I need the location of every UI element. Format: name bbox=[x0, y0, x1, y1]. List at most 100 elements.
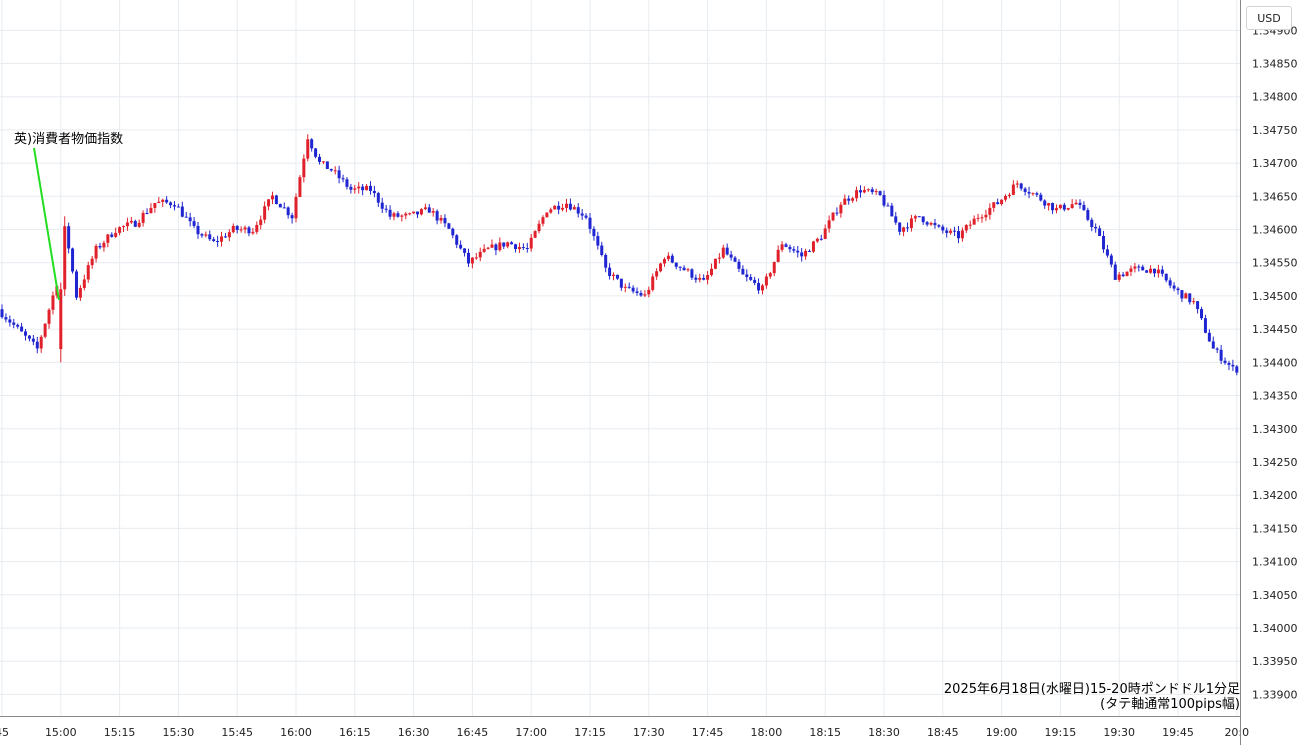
candle-body bbox=[1098, 228, 1102, 237]
x-tick-label: 19:00 bbox=[986, 726, 1018, 739]
candle-body bbox=[82, 279, 86, 288]
candle-body bbox=[921, 216, 925, 223]
candle-body bbox=[1027, 191, 1031, 194]
candle-body bbox=[478, 251, 482, 258]
candle-body bbox=[1102, 236, 1106, 250]
candle-body bbox=[984, 214, 988, 218]
candle-body bbox=[890, 205, 894, 217]
candle-body bbox=[1176, 288, 1180, 291]
candle-body bbox=[314, 148, 318, 157]
candle-body bbox=[808, 250, 812, 252]
y-tick-label: 1.34400 bbox=[1252, 356, 1298, 369]
y-tick-label: 1.34250 bbox=[1252, 456, 1298, 469]
candle-body bbox=[474, 257, 478, 259]
candle-body bbox=[220, 236, 224, 242]
candle-body bbox=[953, 230, 957, 232]
candle-body bbox=[388, 209, 392, 217]
candle-body bbox=[1223, 360, 1227, 363]
candle-body bbox=[98, 245, 102, 248]
candle-body bbox=[1200, 309, 1204, 319]
candle-body bbox=[1062, 204, 1066, 210]
candle-body bbox=[192, 221, 196, 226]
candle-body bbox=[1023, 188, 1027, 192]
candle-body bbox=[1121, 274, 1125, 277]
candle-body bbox=[788, 246, 792, 250]
candle-body bbox=[1192, 301, 1196, 303]
candle-body bbox=[964, 225, 968, 231]
candle-body bbox=[811, 241, 815, 252]
candle-body bbox=[619, 278, 623, 288]
candle-body bbox=[494, 244, 498, 251]
candle-body bbox=[8, 319, 12, 323]
candle-body bbox=[345, 179, 349, 187]
candle-body bbox=[0, 309, 4, 318]
candle-body bbox=[1180, 290, 1184, 299]
candle-body bbox=[78, 287, 82, 298]
candle-body bbox=[913, 216, 917, 219]
y-tick-label: 1.34600 bbox=[1252, 224, 1298, 237]
candle-body bbox=[659, 263, 663, 272]
candle-body bbox=[902, 227, 906, 232]
candle-body bbox=[596, 236, 600, 246]
candle-body bbox=[1035, 193, 1039, 195]
candle-body bbox=[1184, 293, 1188, 299]
candle-body bbox=[274, 195, 278, 204]
candle-body bbox=[129, 220, 133, 223]
candle-body bbox=[184, 216, 188, 218]
candle-body bbox=[102, 242, 106, 248]
candle-body bbox=[956, 231, 960, 239]
candle-body bbox=[278, 203, 282, 208]
x-tick-label: 18:30 bbox=[868, 726, 900, 739]
candle-body bbox=[176, 206, 180, 208]
candle-body bbox=[247, 227, 251, 234]
candle-body bbox=[733, 257, 737, 262]
y-tick-label: 1.33950 bbox=[1252, 655, 1298, 668]
candle-body bbox=[874, 191, 878, 193]
candle-body bbox=[169, 202, 173, 206]
x-tick-label: 15:45 bbox=[221, 726, 253, 739]
candle-body bbox=[592, 228, 596, 237]
candle-body bbox=[1160, 269, 1164, 274]
candle-body bbox=[721, 247, 725, 258]
y-tick-label: 1.34800 bbox=[1252, 91, 1298, 104]
x-tick-label: 17:00 bbox=[515, 726, 547, 739]
candle-body bbox=[1058, 204, 1062, 209]
candle-body bbox=[647, 289, 651, 295]
currency-selector[interactable]: USD bbox=[1246, 6, 1292, 30]
x-tick-label: 16:30 bbox=[398, 726, 430, 739]
candle-body bbox=[368, 185, 372, 191]
candle-body bbox=[823, 228, 827, 240]
candle-body bbox=[933, 222, 937, 226]
candle-body bbox=[412, 211, 416, 214]
candle-body bbox=[1074, 202, 1078, 205]
y-tick-label: 1.34750 bbox=[1252, 124, 1298, 137]
candle-body bbox=[1105, 249, 1109, 256]
candle-body bbox=[470, 257, 474, 264]
candle-body bbox=[1125, 271, 1129, 277]
annotation: 英)消費者物価指数 bbox=[14, 132, 123, 301]
candle-body bbox=[1129, 268, 1133, 272]
caption-line1: 2025年6月18日(水曜日)15-20時ポンドドル1分足 bbox=[943, 682, 1240, 697]
candle-body bbox=[114, 232, 118, 237]
y-tick-label: 1.34500 bbox=[1252, 290, 1298, 303]
candle-body bbox=[270, 195, 274, 200]
candle-body bbox=[161, 199, 165, 202]
candle-body bbox=[490, 244, 494, 248]
candle-body bbox=[439, 217, 443, 221]
candle-body bbox=[384, 208, 388, 210]
x-tick-label: 18:00 bbox=[751, 726, 783, 739]
y-tick-label: 1.34850 bbox=[1252, 57, 1298, 70]
candle-body bbox=[122, 226, 126, 228]
candle-body bbox=[63, 226, 67, 290]
y-tick-label: 1.34450 bbox=[1252, 323, 1298, 336]
candle-body bbox=[1051, 203, 1055, 211]
candle-body bbox=[20, 326, 24, 332]
y-tick-label: 1.33900 bbox=[1252, 688, 1298, 701]
candle-body bbox=[318, 156, 322, 162]
candle-body bbox=[141, 212, 145, 223]
candle-body bbox=[235, 225, 239, 230]
candle-body bbox=[1203, 318, 1207, 333]
candle-body bbox=[486, 247, 490, 249]
candle-body bbox=[1235, 366, 1239, 373]
